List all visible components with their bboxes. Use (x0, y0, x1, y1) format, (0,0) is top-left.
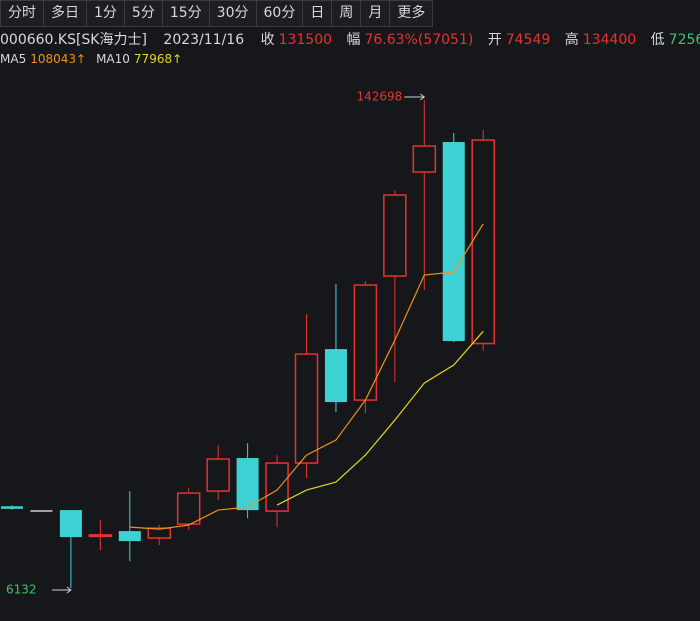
period-button[interactable]: 1分 (86, 0, 125, 27)
candle-body (176, 492, 201, 525)
candle-body (118, 531, 141, 542)
period-button[interactable]: 更多 (389, 0, 434, 27)
label: 收 (260, 32, 275, 48)
close: 131500 (278, 32, 333, 48)
period-button[interactable]: 日 (302, 0, 333, 27)
candle-body (383, 194, 407, 277)
candle-body (324, 349, 347, 403)
change: 76.63%(57051) (364, 32, 474, 48)
candle-body (294, 353, 319, 464)
period-button[interactable]: 15分 (161, 0, 210, 27)
label: 幅 (346, 32, 361, 48)
min-label: 6132 (6, 583, 37, 597)
ma-legend: MA5 108043↑ MA10 77968↑ (0, 52, 700, 66)
candle-body (59, 510, 82, 538)
label: 高 (564, 32, 579, 48)
legend-value: 77968↑ (133, 52, 183, 66)
candle-body (353, 284, 378, 401)
arrow (52, 586, 72, 594)
legend-name: MA10 (96, 52, 130, 66)
period-toolbar: 分时 多日 1分 5分 15分 30分 60分日周月更多 (0, 0, 434, 27)
ma-line (276, 330, 484, 506)
candle-body (265, 462, 289, 512)
high: 134400 (582, 32, 637, 48)
candle-body (471, 139, 495, 345)
symbol: 000660.KS[SK海力士] (0, 32, 147, 48)
candle-body (88, 534, 113, 538)
legend-value: 108043↑ (30, 52, 87, 66)
period-button[interactable]: 周 (331, 0, 362, 27)
label: 低 (650, 32, 665, 48)
candle-body (206, 458, 230, 492)
ma-line (129, 223, 484, 530)
candle-body (236, 458, 259, 511)
info-row: 000660.KS[SK海力士] 2023/11/16 收 131500 幅 76.… (0, 29, 700, 49)
candle-body (30, 510, 53, 512)
period-button[interactable]: 60分 (255, 0, 304, 27)
candle-body (147, 527, 171, 539)
open: 74549 (505, 32, 551, 48)
arrow (404, 93, 426, 101)
candle-body (442, 142, 465, 342)
label: 开 (487, 32, 502, 48)
date: 2023/11/16 (163, 32, 245, 48)
period-button[interactable]: 多日 (43, 0, 87, 27)
candle-body (1, 506, 23, 509)
period-button[interactable]: 月 (360, 0, 391, 27)
low: 7256 (668, 32, 700, 48)
max-label: 142698 (356, 90, 402, 104)
legend-name: MA5 (0, 52, 27, 66)
period-button[interactable]: 分时 (0, 0, 44, 27)
candle-body (412, 145, 437, 173)
